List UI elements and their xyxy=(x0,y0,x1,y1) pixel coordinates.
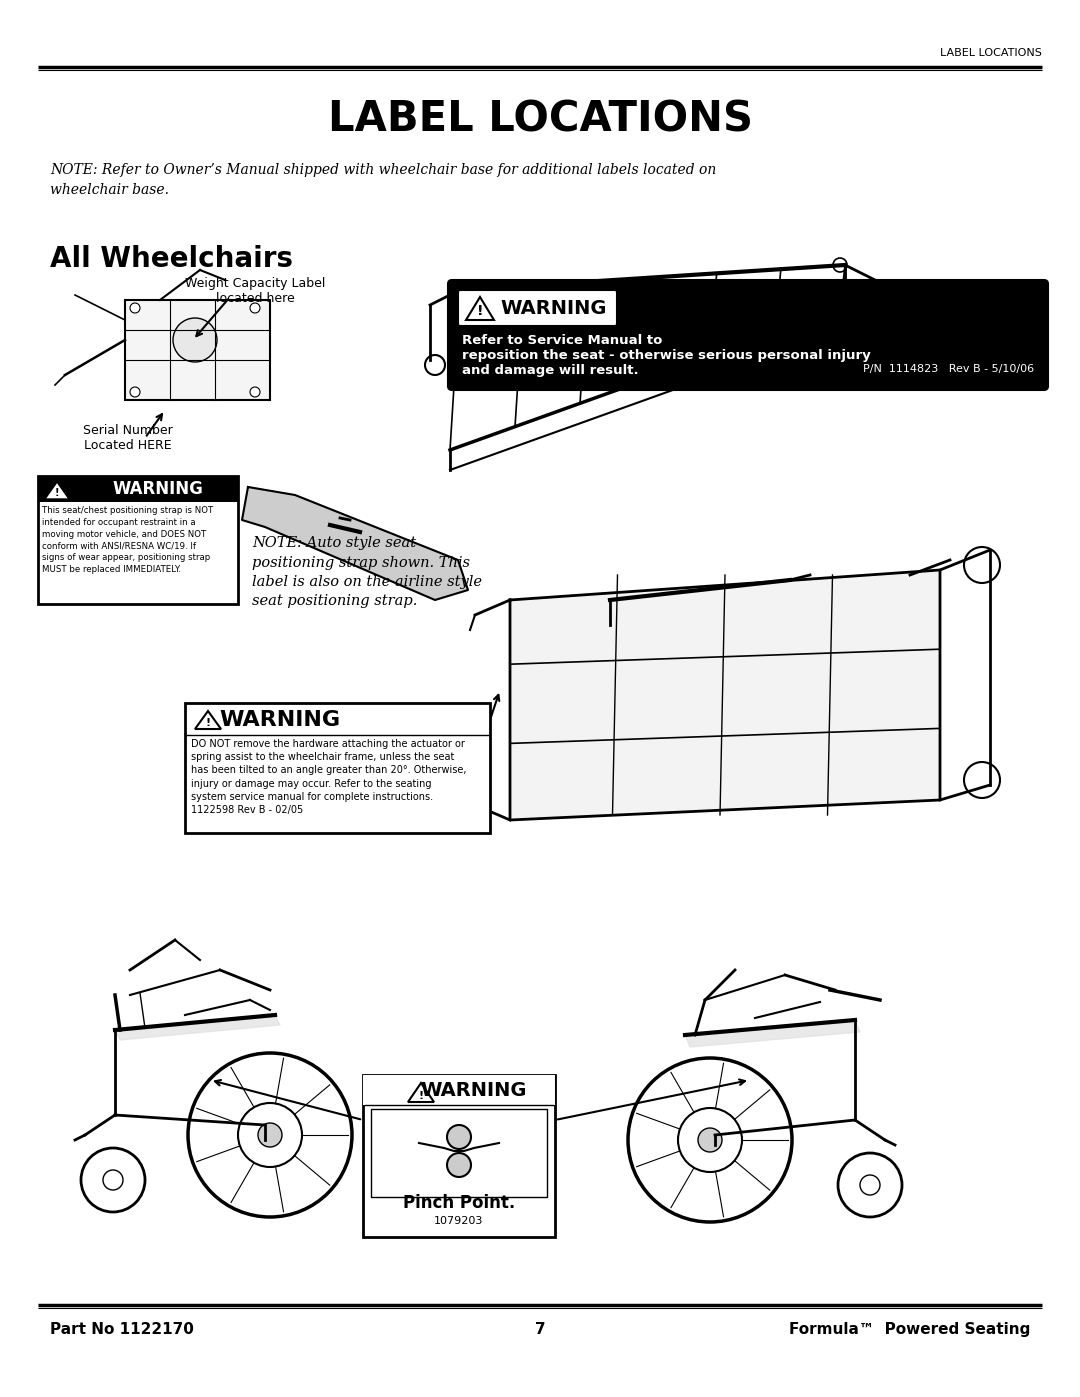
Text: All Wheelchairs: All Wheelchairs xyxy=(50,244,293,272)
Circle shape xyxy=(249,303,260,313)
Circle shape xyxy=(258,1123,282,1147)
Text: NOTE: Refer to Owner’s Manual shipped with wheelchair base for additional labels: NOTE: Refer to Owner’s Manual shipped wi… xyxy=(50,163,716,197)
Polygon shape xyxy=(114,1016,280,1039)
Text: LABEL LOCATIONS: LABEL LOCATIONS xyxy=(327,99,753,141)
Text: P/N  1114823   Rev B - 5/10/06: P/N 1114823 Rev B - 5/10/06 xyxy=(863,365,1034,374)
Text: WARNING: WARNING xyxy=(500,299,607,317)
Polygon shape xyxy=(408,1083,434,1102)
Circle shape xyxy=(103,1171,123,1190)
Text: WARNING: WARNING xyxy=(219,710,340,731)
Polygon shape xyxy=(510,570,940,820)
Bar xyxy=(125,300,270,400)
Circle shape xyxy=(858,298,882,321)
Bar xyxy=(38,476,238,604)
Text: !: ! xyxy=(476,305,483,319)
Polygon shape xyxy=(685,1020,860,1046)
Circle shape xyxy=(238,1104,302,1166)
Text: Weight Capacity Label
located here: Weight Capacity Label located here xyxy=(185,277,325,305)
Text: and damage will result.: and damage will result. xyxy=(462,365,638,377)
Circle shape xyxy=(130,387,140,397)
Text: DO NOT remove the hardware attaching the actuator or
spring assist to the wheelc: DO NOT remove the hardware attaching the… xyxy=(191,739,467,814)
Text: 1079203: 1079203 xyxy=(434,1215,484,1227)
Bar xyxy=(363,1076,555,1105)
Text: LABEL LOCATIONS: LABEL LOCATIONS xyxy=(940,47,1042,59)
Text: This seat/chest positioning strap is NOT
intended for occupant restraint in a
mo: This seat/chest positioning strap is NOT… xyxy=(42,506,213,574)
Circle shape xyxy=(447,1125,471,1148)
Circle shape xyxy=(833,258,847,272)
Circle shape xyxy=(173,319,217,362)
Bar xyxy=(363,1076,555,1236)
Circle shape xyxy=(249,387,260,397)
Circle shape xyxy=(678,1108,742,1172)
Text: WARNING: WARNING xyxy=(112,481,203,497)
Text: Refer to Service Manual to: Refer to Service Manual to xyxy=(462,334,662,346)
Circle shape xyxy=(455,284,469,298)
Text: !: ! xyxy=(55,488,59,497)
FancyBboxPatch shape xyxy=(458,291,617,326)
Text: Formula™  Powered Seating: Formula™ Powered Seating xyxy=(788,1322,1030,1337)
Circle shape xyxy=(860,1175,880,1194)
Circle shape xyxy=(130,303,140,313)
Bar xyxy=(372,1109,546,1197)
FancyBboxPatch shape xyxy=(448,279,1048,390)
Circle shape xyxy=(426,355,445,374)
Text: NOTE: Auto style seat
positioning strap shown. This
label is also on the airline: NOTE: Auto style seat positioning strap … xyxy=(252,536,482,609)
Circle shape xyxy=(188,1053,352,1217)
Circle shape xyxy=(81,1148,145,1213)
Circle shape xyxy=(627,1058,792,1222)
Bar xyxy=(38,476,238,502)
Text: Pinch Point.: Pinch Point. xyxy=(403,1194,515,1213)
Circle shape xyxy=(964,548,1000,583)
Text: reposition the seat - otherwise serious personal injury: reposition the seat - otherwise serious … xyxy=(462,349,870,362)
Circle shape xyxy=(698,1127,723,1153)
Text: Serial Number
Located HERE: Serial Number Located HERE xyxy=(83,425,173,453)
Bar xyxy=(185,703,490,833)
Circle shape xyxy=(964,761,1000,798)
Polygon shape xyxy=(465,298,494,320)
Polygon shape xyxy=(45,482,69,499)
Text: !: ! xyxy=(418,1091,423,1101)
Text: WARNING: WARNING xyxy=(421,1080,527,1099)
Text: 7: 7 xyxy=(535,1322,545,1337)
Polygon shape xyxy=(242,488,468,599)
Circle shape xyxy=(838,1153,902,1217)
Polygon shape xyxy=(195,711,221,729)
Circle shape xyxy=(447,1153,471,1178)
Text: !: ! xyxy=(205,718,211,728)
Text: Part No 1122170: Part No 1122170 xyxy=(50,1322,194,1337)
